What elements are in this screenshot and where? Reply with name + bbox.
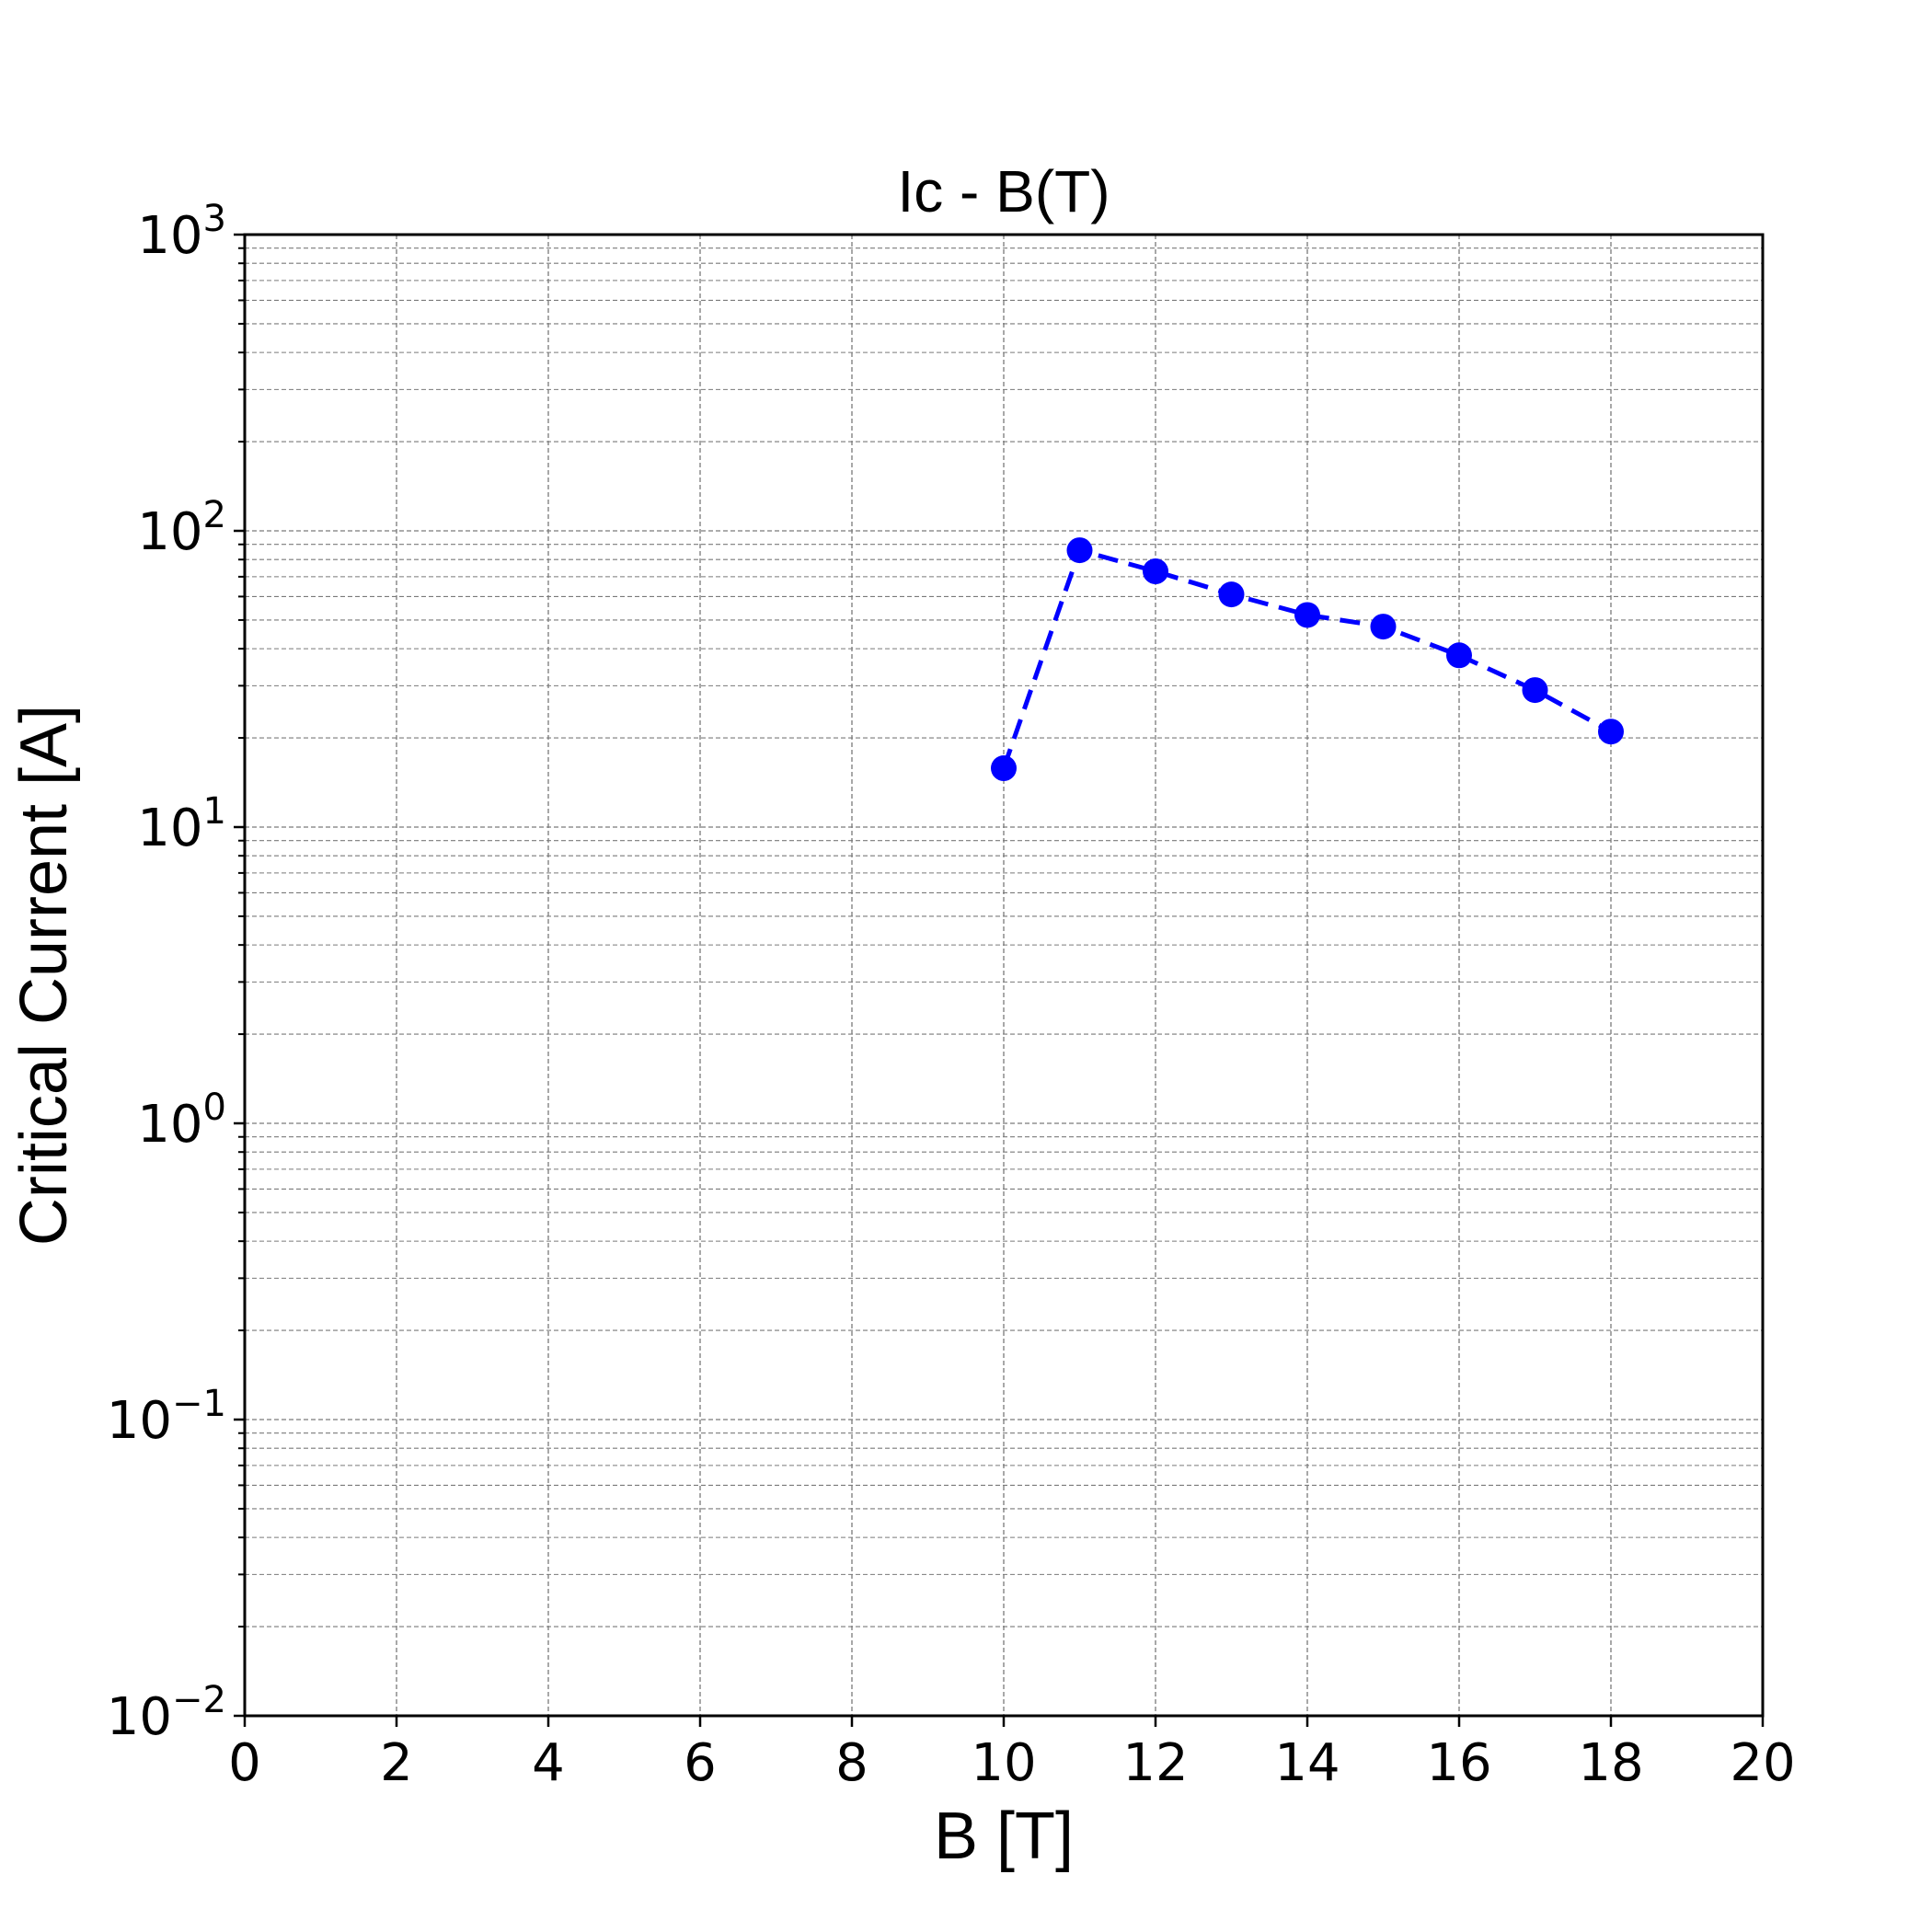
x-tick-label: 4 (532, 1733, 565, 1793)
axis-ticks (234, 233, 1765, 1727)
x-tick-label: 18 (1578, 1733, 1643, 1793)
y-axis-title: Critical Current [A] (7, 705, 81, 1246)
x-tick-label: 12 (1122, 1733, 1188, 1793)
y-tick-exponent: 3 (203, 198, 226, 240)
x-axis-title: B [T] (934, 1800, 1074, 1873)
y-tick-label: 103 (137, 198, 226, 266)
x-tick-label: 8 (835, 1733, 868, 1793)
y-tick-exponent: 1 (203, 790, 226, 833)
y-tick-exponent: −1 (172, 1383, 226, 1425)
data-point (1294, 602, 1320, 628)
data-point (1218, 581, 1245, 608)
x-tick-label: 2 (380, 1733, 413, 1793)
series-line (1001, 547, 1613, 769)
y-tick-base: 10 (107, 1687, 172, 1747)
x-tick-labels: 0 2 4 6 8 10 12 14 16 18 20 (228, 1733, 1795, 1793)
y-tick-label: 100 (137, 1087, 226, 1155)
y-tick-base: 10 (137, 502, 202, 562)
data-point (991, 755, 1017, 782)
y-tick-base: 10 (137, 799, 202, 858)
data-point (1446, 642, 1472, 669)
x-tick-label: 20 (1730, 1733, 1795, 1793)
data-point (1143, 558, 1168, 585)
x-tick-label: 10 (971, 1733, 1036, 1793)
data-point (1370, 614, 1397, 640)
grid-lines (245, 235, 1763, 1716)
x-tick-label: 16 (1426, 1733, 1491, 1793)
y-tick-label: 101 (137, 790, 226, 858)
y-tick-label: 102 (137, 494, 226, 562)
data-point (1522, 677, 1548, 704)
y-tick-base: 10 (137, 206, 202, 266)
x-tick-label: 0 (228, 1733, 261, 1793)
x-tick-label: 14 (1274, 1733, 1340, 1793)
y-tick-exponent: 0 (203, 1087, 226, 1129)
data-point (1598, 719, 1624, 745)
y-tick-exponent: 2 (203, 494, 226, 536)
data-point (1066, 537, 1093, 564)
y-tick-exponent: −2 (172, 1679, 226, 1721)
chart-title: Ic - B(T) (897, 158, 1110, 224)
y-tick-label: 10−2 (107, 1679, 226, 1747)
y-tick-label: 10−1 (107, 1383, 226, 1451)
y-tick-base: 10 (137, 1095, 202, 1155)
x-tick-label: 6 (684, 1733, 717, 1793)
data-series (991, 537, 1624, 782)
y-tick-base: 10 (107, 1391, 172, 1451)
